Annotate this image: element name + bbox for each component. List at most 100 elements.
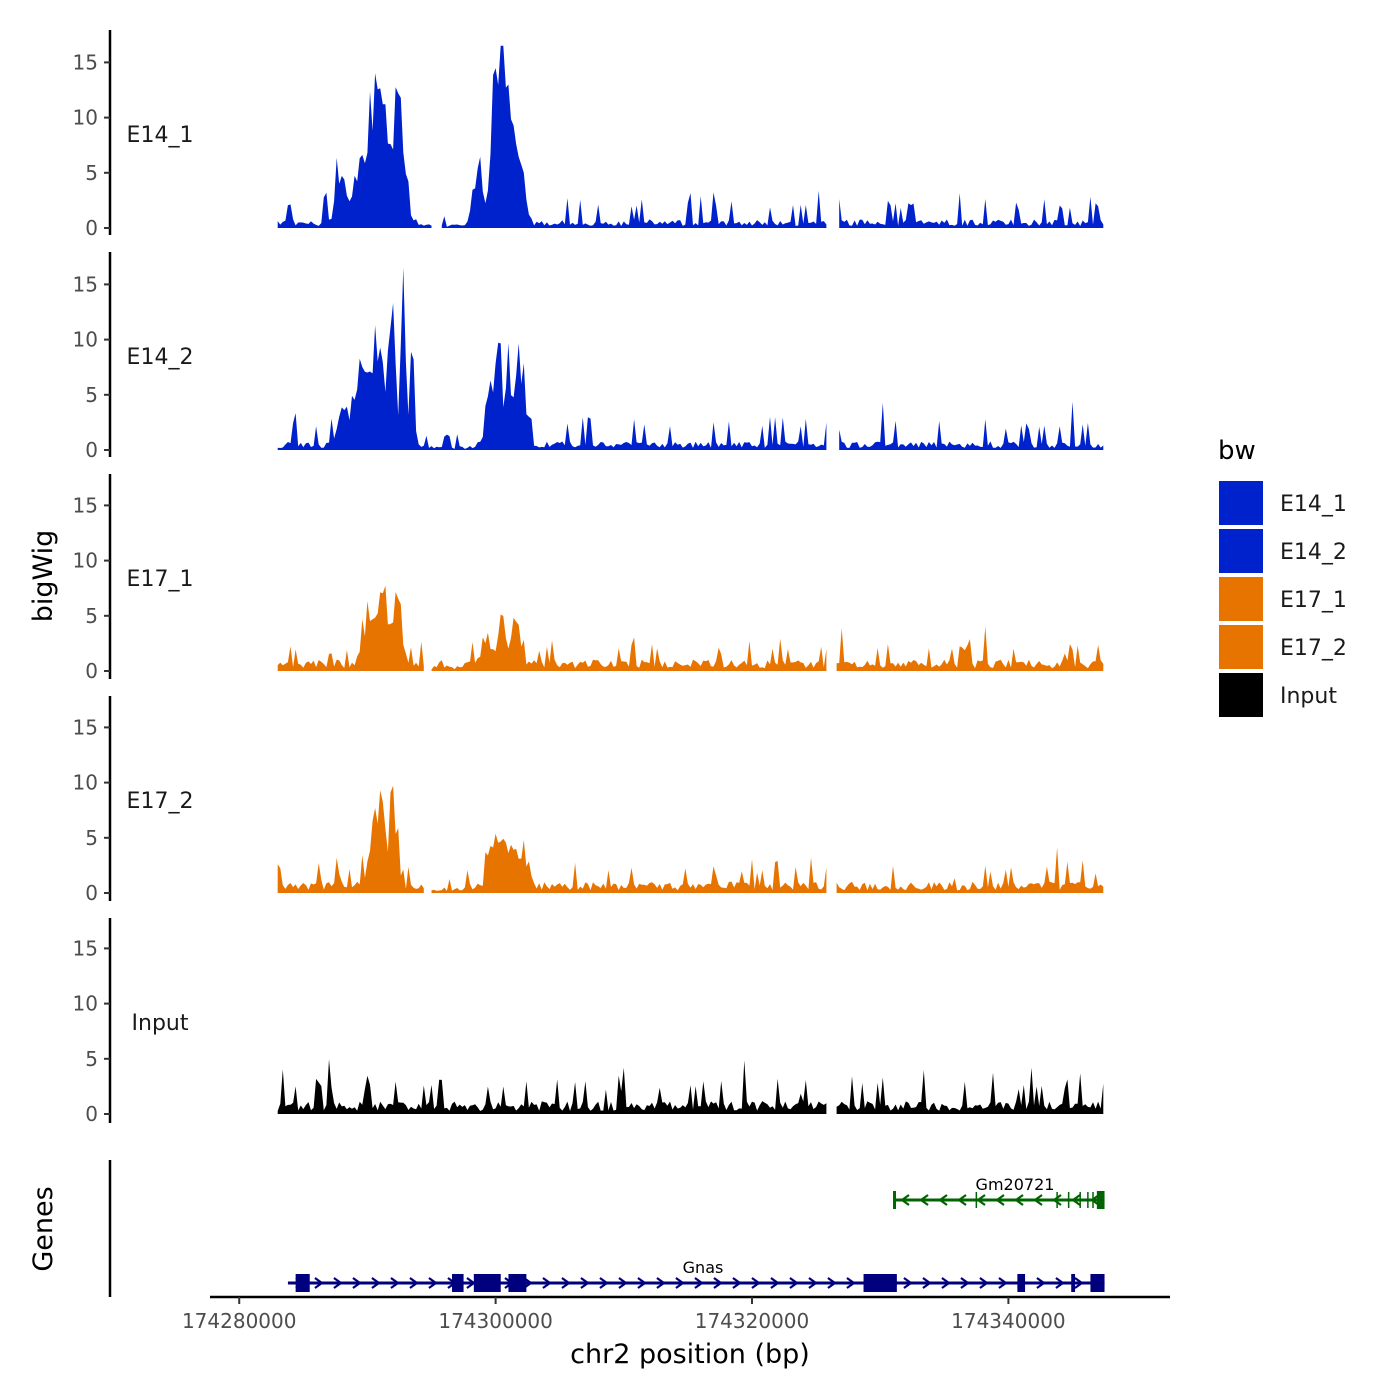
y-tick-label: 10 xyxy=(73,549,98,573)
strand-arrow xyxy=(1036,1277,1046,1289)
legend-swatch xyxy=(1217,671,1265,719)
track-label: E17_1 xyxy=(127,567,194,592)
strand-arrow xyxy=(371,1277,381,1289)
legend: bw E14_1 E14_2 E17_1 E17_2 Input xyxy=(1217,436,1347,719)
exon xyxy=(295,1274,310,1292)
strand-arrow xyxy=(1033,1194,1043,1206)
strand-arrow xyxy=(960,1277,970,1289)
strand-arrow xyxy=(409,1277,419,1289)
exon xyxy=(1071,1274,1076,1292)
y-tick-label: 15 xyxy=(73,715,98,739)
strand-arrow xyxy=(713,1277,723,1289)
x-axis-title: chr2 position (bp) xyxy=(570,1339,810,1370)
legend-swatch xyxy=(1217,479,1265,527)
y-tick-label: 10 xyxy=(73,771,98,795)
x-axis: 174280000 174300000 174320000 174340000 xyxy=(182,1295,1170,1333)
strand-arrow xyxy=(314,1277,324,1289)
strand-arrow xyxy=(938,1194,948,1206)
strand-arrow xyxy=(333,1277,343,1289)
gene-gm20721: Gm20721 xyxy=(893,1175,1105,1209)
strand-arrow xyxy=(656,1277,666,1289)
strand-arrow xyxy=(900,1194,910,1206)
strand-arrow xyxy=(618,1277,628,1289)
signal-area xyxy=(277,267,827,450)
legend-title: bw xyxy=(1218,436,1256,466)
x-tick-label: 174300000 xyxy=(438,1309,553,1333)
y-tick-label: 15 xyxy=(73,272,98,296)
strand-arrow xyxy=(542,1277,552,1289)
strand-arrow xyxy=(1052,1194,1062,1206)
strand-arrow xyxy=(580,1277,590,1289)
y-tick-label: 10 xyxy=(73,328,98,352)
strand-arrow xyxy=(846,1277,856,1289)
legend-swatch xyxy=(1217,575,1265,623)
genes-axis-title: Genes xyxy=(28,1186,59,1271)
legend-label: E17_2 xyxy=(1280,636,1347,661)
y-tick-label: 15 xyxy=(73,50,98,74)
signal-area xyxy=(277,585,424,671)
exon xyxy=(863,1274,897,1292)
strand-arrow xyxy=(957,1194,967,1206)
strand-arrow xyxy=(637,1277,647,1289)
signal-area xyxy=(839,401,1104,450)
track-e14-2: 0 5 10 15 E14_2 xyxy=(73,252,1104,462)
legend-label: E14_1 xyxy=(1280,492,1347,517)
exon xyxy=(1096,1191,1105,1209)
strand-arrow xyxy=(1014,1194,1024,1206)
strand-arrow xyxy=(1074,1277,1084,1289)
exon xyxy=(452,1274,464,1292)
exon xyxy=(893,1191,897,1209)
strand-arrow xyxy=(352,1277,362,1289)
y-tick-label: 15 xyxy=(73,936,98,960)
legend-swatch xyxy=(1217,623,1265,671)
signal-area xyxy=(441,45,827,228)
gene-gnas: Gnas xyxy=(287,1258,1105,1292)
legend-label: E17_1 xyxy=(1280,588,1347,613)
signal-area xyxy=(836,1067,1104,1114)
legend-label: E14_2 xyxy=(1280,540,1347,565)
strand-arrow xyxy=(922,1277,932,1289)
strand-arrow xyxy=(390,1277,400,1289)
exon xyxy=(1017,1274,1026,1292)
y-tick-label: 10 xyxy=(73,992,98,1016)
strand-arrow xyxy=(1071,1194,1081,1206)
signal-area xyxy=(277,73,432,228)
x-tick-label: 174320000 xyxy=(695,1309,810,1333)
strand-arrow xyxy=(998,1277,1008,1289)
strand-arrow xyxy=(808,1277,818,1289)
signal-area xyxy=(277,785,424,893)
signal-area xyxy=(836,626,1104,671)
gene-track: Gm20721 Gnas xyxy=(108,1160,1105,1297)
gene-label: Gm20721 xyxy=(976,1175,1055,1194)
strand-arrow xyxy=(1055,1277,1065,1289)
y-tick-label: 0 xyxy=(85,659,98,683)
strand-arrow xyxy=(428,1277,438,1289)
strand-arrow xyxy=(903,1277,913,1289)
exon xyxy=(473,1274,501,1292)
strand-arrow xyxy=(770,1277,780,1289)
y-tick-label: 5 xyxy=(85,383,98,407)
legend-label: Input xyxy=(1280,684,1337,709)
strand-arrow xyxy=(941,1277,951,1289)
signal-area xyxy=(836,847,1104,893)
track-e17-1: 0 5 10 15 E17_1 xyxy=(73,474,1104,683)
y-tick-label: 0 xyxy=(85,216,98,240)
gene-label: Gnas xyxy=(683,1258,724,1277)
signal-area xyxy=(277,1059,827,1114)
strand-arrow xyxy=(751,1277,761,1289)
strand-arrow xyxy=(561,1277,571,1289)
track-label: Input xyxy=(132,1011,189,1036)
track-label: E14_2 xyxy=(127,345,194,370)
strand-arrow xyxy=(732,1277,742,1289)
x-tick-label: 174340000 xyxy=(951,1309,1066,1333)
strand-arrow xyxy=(694,1277,704,1289)
signal-area xyxy=(839,193,1104,228)
strand-arrow xyxy=(675,1277,685,1289)
x-tick-label: 174280000 xyxy=(182,1309,297,1333)
strand-arrow xyxy=(599,1277,609,1289)
track-input: 0 5 10 15 Input xyxy=(73,918,1104,1126)
strand-arrow xyxy=(919,1194,929,1206)
strand-arrow xyxy=(979,1277,989,1289)
coverage-tracks: 0 5 10 15 E14_1 0 5 10 15 E14_2 0 5 10 15 E17_1 0 5 10 15 E… xyxy=(73,30,1104,1126)
